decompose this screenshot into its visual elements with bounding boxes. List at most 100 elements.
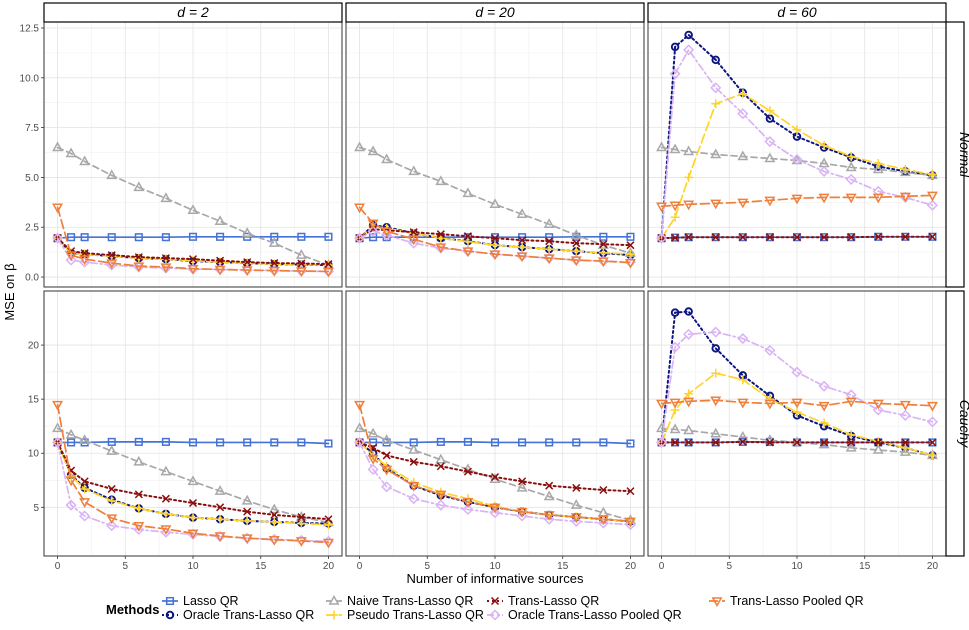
data-point-trans-lasso-pooled-qr: [656, 399, 668, 410]
data-point-trans-lasso-qr: [684, 233, 693, 242]
legend-key-marker: [165, 596, 175, 606]
data-point-naive-trans-lasso-qr: [214, 215, 226, 225]
data-point-pseudo-trans-lasso-qr: [765, 394, 775, 404]
panel-normal-d-20: [345, 21, 645, 288]
data-point-oracle-trans-lasso-pooled-qr: [133, 523, 145, 536]
x-tick-label: 0: [659, 561, 665, 572]
data-point-trans-lasso-qr: [161, 254, 170, 263]
data-point-trans-lasso-pooled-qr: [435, 490, 447, 501]
data-point-trans-lasso-qr: [107, 251, 116, 260]
data-point-trans-lasso-qr: [188, 255, 198, 264]
data-point-trans-lasso-qr: [490, 234, 500, 243]
data-point-trans-lasso-pooled-qr: [570, 513, 582, 524]
data-point-oracle-trans-lasso-pooled-qr: [764, 135, 776, 148]
data-point-naive-trans-lasso-qr: [408, 443, 420, 454]
data-point-lasso-qr: [67, 233, 76, 242]
data-point-pseudo-trans-lasso-qr: [269, 517, 279, 527]
data-point-trans-lasso-pooled-qr: [818, 193, 830, 204]
data-point-naive-trans-lasso-qr: [669, 143, 681, 154]
y-tick-label: 7.5: [25, 123, 39, 134]
data-point-trans-lasso-pooled-qr: [683, 397, 695, 408]
data-point-trans-lasso-qr: [765, 438, 774, 447]
data-point-naive-trans-lasso-qr: [408, 165, 420, 176]
data-point-pseudo-trans-lasso-qr: [161, 509, 171, 519]
data-point-oracle-trans-lasso-pooled-qr: [710, 326, 722, 338]
data-point-lasso-qr: [107, 233, 116, 242]
data-point-trans-lasso-qr: [928, 232, 937, 241]
data-point-trans-lasso-qr: [738, 233, 747, 242]
data-point-trans-lasso-qr: [572, 483, 581, 492]
data-point-pseudo-trans-lasso-qr: [900, 443, 910, 453]
data-point-oracle-trans-lasso-pooled-qr: [353, 436, 366, 448]
data-point-naive-trans-lasso-qr: [381, 153, 393, 164]
data-point-trans-lasso-qr: [490, 473, 500, 482]
data-point-oracle-trans-lasso-pooled-qr: [791, 153, 803, 166]
series-trans-lasso-qr: [657, 437, 937, 447]
data-point-naive-trans-lasso-qr: [354, 422, 366, 433]
data-point-trans-lasso-pooled-qr: [52, 400, 64, 411]
data-point-lasso-qr: [243, 438, 252, 447]
data-point-trans-lasso-pooled-qr: [489, 503, 501, 514]
data-point-trans-lasso-pooled-qr: [926, 401, 938, 412]
data-point-trans-lasso-pooled-qr: [543, 254, 555, 265]
data-point-oracle-trans-lasso-qr: [765, 114, 775, 123]
data-point-naive-trans-lasso-qr: [65, 428, 77, 439]
data-point-oracle-trans-lasso-qr: [684, 307, 693, 316]
data-point-naive-trans-lasso-qr: [160, 465, 172, 476]
data-point-trans-lasso-pooled-qr: [79, 498, 91, 508]
legend-item-trans-lasso-pooled-qr: Trans-Lasso Pooled QR: [709, 594, 864, 608]
data-point-oracle-trans-lasso-pooled-qr: [489, 507, 501, 519]
data-point-oracle-trans-lasso-pooled-qr: [791, 366, 803, 378]
data-point-oracle-trans-lasso-pooled-qr: [597, 517, 609, 529]
legend-item-pseudo-trans-lasso-qr: Pseudo Trans-Lasso QR: [326, 608, 484, 622]
data-point-trans-lasso-pooled-qr: [241, 266, 253, 277]
data-point-trans-lasso-pooled-qr: [791, 194, 803, 205]
data-point-lasso-qr: [134, 233, 143, 242]
data-point-naive-trans-lasso-qr: [669, 423, 681, 434]
data-point-trans-lasso-qr: [599, 485, 608, 495]
y-tick-label: 15: [28, 395, 40, 406]
data-point-naive-trans-lasso-qr: [543, 218, 555, 228]
series-line-naive-trans-lasso-qr: [56, 146, 330, 266]
data-point-lasso-qr: [297, 438, 306, 447]
data-point-oracle-trans-lasso-pooled-qr: [65, 254, 77, 266]
data-point-trans-lasso-pooled-qr: [872, 399, 884, 410]
data-point-oracle-trans-lasso-pooled-qr: [462, 503, 474, 516]
legend-label: Trans-Lasso QR: [508, 594, 599, 608]
data-point-trans-lasso-pooled-qr: [354, 203, 366, 214]
series-line-lasso-qr: [56, 441, 330, 445]
data-point-lasso-qr: [134, 437, 143, 446]
data-point-trans-lasso-qr: [599, 240, 608, 249]
data-point-trans-lasso-qr: [324, 260, 333, 269]
legend-key-marker: [328, 594, 340, 605]
data-point-trans-lasso-qr: [243, 507, 252, 516]
data-point-oracle-trans-lasso-pooled-qr: [408, 237, 420, 249]
series-trans-lasso-pooled-qr: [52, 400, 334, 549]
data-point-trans-lasso-qr: [324, 515, 333, 524]
data-point-trans-lasso-qr: [847, 233, 856, 242]
data-point-oracle-trans-lasso-pooled-qr: [872, 185, 884, 197]
data-point-trans-lasso-qr: [270, 259, 279, 268]
data-point-pseudo-trans-lasso-qr: [792, 407, 802, 417]
data-point-oracle-trans-lasso-pooled-qr: [160, 526, 172, 538]
data-point-naive-trans-lasso-qr: [683, 145, 695, 156]
data-point-oracle-trans-lasso-pooled-qr: [516, 510, 528, 522]
legend-label: Lasso QR: [183, 594, 239, 608]
data-point-trans-lasso-pooled-qr: [106, 259, 118, 270]
data-point-oracle-trans-lasso-pooled-qr: [845, 389, 857, 401]
data-point-trans-lasso-pooled-qr: [354, 400, 366, 411]
y-tick-label: 0.0: [25, 273, 39, 284]
data-point-naive-trans-lasso-qr: [570, 229, 582, 239]
data-point-naive-trans-lasso-qr: [737, 150, 749, 161]
data-point-naive-trans-lasso-qr: [241, 227, 253, 237]
data-point-trans-lasso-pooled-qr: [381, 227, 393, 238]
strip-box: [945, 21, 965, 288]
data-point-trans-lasso-qr: [820, 438, 829, 447]
y-tick-label: 10.0: [20, 73, 40, 84]
series-naive-trans-lasso-qr: [52, 422, 334, 527]
data-point-trans-lasso-pooled-qr: [669, 398, 681, 409]
data-point-oracle-trans-lasso-qr: [670, 42, 680, 52]
data-point-naive-trans-lasso-qr: [187, 204, 199, 215]
data-point-naive-trans-lasso-qr: [516, 208, 528, 219]
data-point-lasso-qr: [436, 437, 445, 446]
